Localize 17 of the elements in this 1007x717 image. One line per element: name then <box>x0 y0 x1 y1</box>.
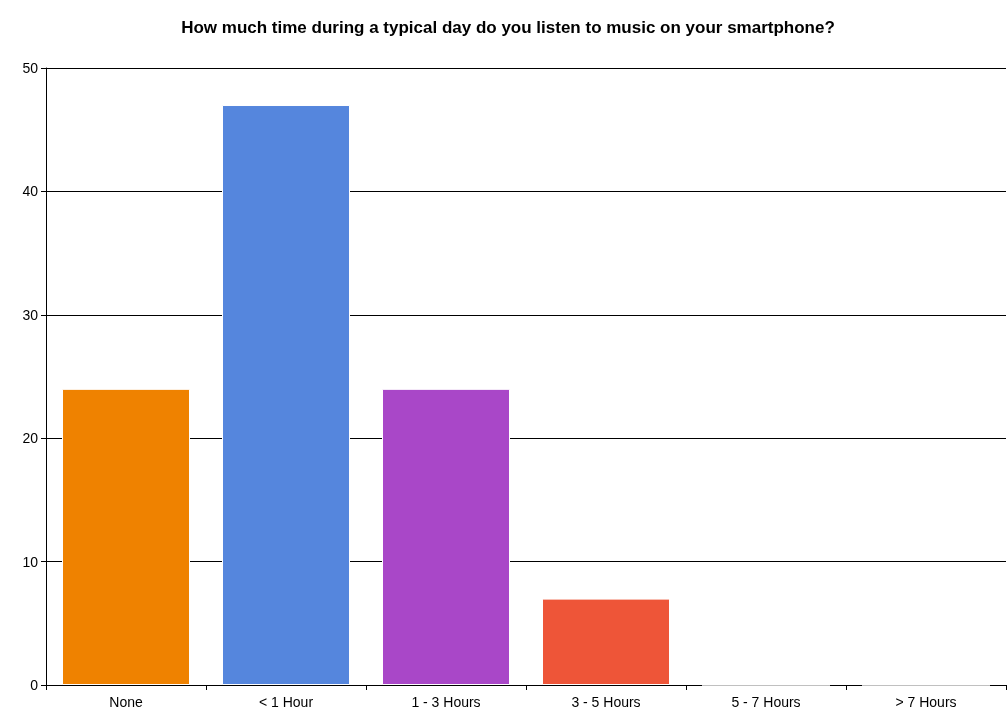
y-tick-label: 10 <box>22 553 39 570</box>
y-tick-label: 30 <box>22 306 39 323</box>
bar <box>542 598 670 685</box>
x-tick-label: < 1 Hour <box>258 694 314 710</box>
bar <box>382 388 510 685</box>
x-tick-label: > 7 Hours <box>895 694 957 710</box>
x-tick-label: 3 - 5 Hours <box>571 694 641 710</box>
bar <box>62 388 190 685</box>
y-tick-label: 20 <box>22 430 39 447</box>
bar <box>222 105 350 685</box>
x-tick-label: None <box>109 694 143 710</box>
x-tick-label: 1 - 3 Hours <box>411 694 481 710</box>
y-tick-label: 0 <box>30 677 39 693</box>
chart-title: How much time during a typical day do you listen to music on your smartphone? <box>181 18 835 37</box>
x-tick-label: 5 - 7 Hours <box>731 694 801 710</box>
y-tick-label: 50 <box>22 60 39 76</box>
y-tick-label: 40 <box>22 183 39 200</box>
